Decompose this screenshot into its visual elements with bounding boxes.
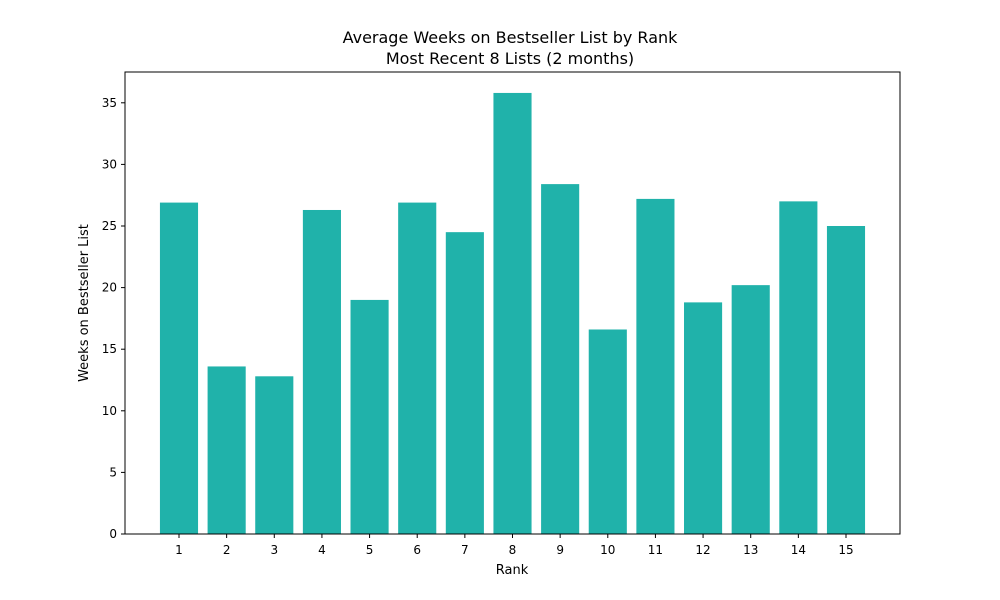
y-tick-label: 10 bbox=[102, 404, 117, 418]
y-axis-ticks: 0 5 10 15 20 25 30 35 bbox=[102, 96, 125, 541]
x-tick-label: 14 bbox=[791, 543, 806, 557]
chart-title: Average Weeks on Bestseller List by Rank bbox=[343, 28, 679, 47]
y-tick-label: 25 bbox=[102, 219, 117, 233]
x-tick-label: 1 bbox=[175, 543, 183, 557]
x-axis-ticks: 1 2 3 4 5 6 7 8 9 10 11 12 13 14 15 bbox=[175, 534, 854, 557]
x-tick-label: 12 bbox=[695, 543, 710, 557]
x-tick-label: 9 bbox=[556, 543, 564, 557]
x-axis-label: Rank bbox=[496, 563, 529, 578]
x-tick-label: 10 bbox=[600, 543, 615, 557]
bar-rank-14 bbox=[779, 201, 818, 535]
x-tick-label: 8 bbox=[509, 543, 517, 557]
bar-rank-2 bbox=[207, 366, 246, 534]
y-tick-label: 30 bbox=[102, 157, 117, 171]
x-tick-label: 5 bbox=[366, 543, 374, 557]
x-tick-label: 2 bbox=[223, 543, 231, 557]
x-tick-label: 11 bbox=[648, 543, 663, 557]
bar-rank-5 bbox=[350, 299, 389, 534]
y-tick-label: 5 bbox=[109, 465, 117, 479]
bar-rank-8 bbox=[493, 92, 532, 534]
bar-rank-3 bbox=[255, 376, 294, 534]
plot-frame bbox=[124, 71, 901, 535]
x-tick-label: 6 bbox=[413, 543, 421, 557]
bar-rank-6 bbox=[398, 202, 437, 534]
y-tick-label: 15 bbox=[102, 342, 117, 356]
y-tick-label: 20 bbox=[102, 281, 117, 295]
bar-rank-10 bbox=[588, 329, 627, 534]
x-tick-label: 3 bbox=[270, 543, 278, 557]
chart-subtitle: Most Recent 8 Lists (2 months) bbox=[386, 49, 634, 68]
bar-rank-7 bbox=[445, 232, 484, 534]
bar-rank-13 bbox=[731, 285, 770, 534]
bar-rank-12 bbox=[684, 302, 723, 534]
bar-rank-4 bbox=[302, 209, 341, 535]
x-tick-label: 7 bbox=[461, 543, 469, 557]
y-tick-label: 35 bbox=[102, 96, 117, 110]
bars-group bbox=[159, 92, 866, 535]
bar-rank-9 bbox=[541, 184, 580, 535]
bar-rank-11 bbox=[636, 198, 675, 534]
x-tick-label: 15 bbox=[838, 543, 853, 557]
x-tick-label: 13 bbox=[743, 543, 758, 557]
bar-rank-1 bbox=[159, 202, 199, 534]
y-axis-label: Weeks on Bestseller List bbox=[77, 224, 92, 382]
bar-rank-15 bbox=[826, 226, 866, 534]
y-tick-label: 0 bbox=[109, 527, 117, 541]
x-tick-label: 4 bbox=[318, 543, 326, 557]
